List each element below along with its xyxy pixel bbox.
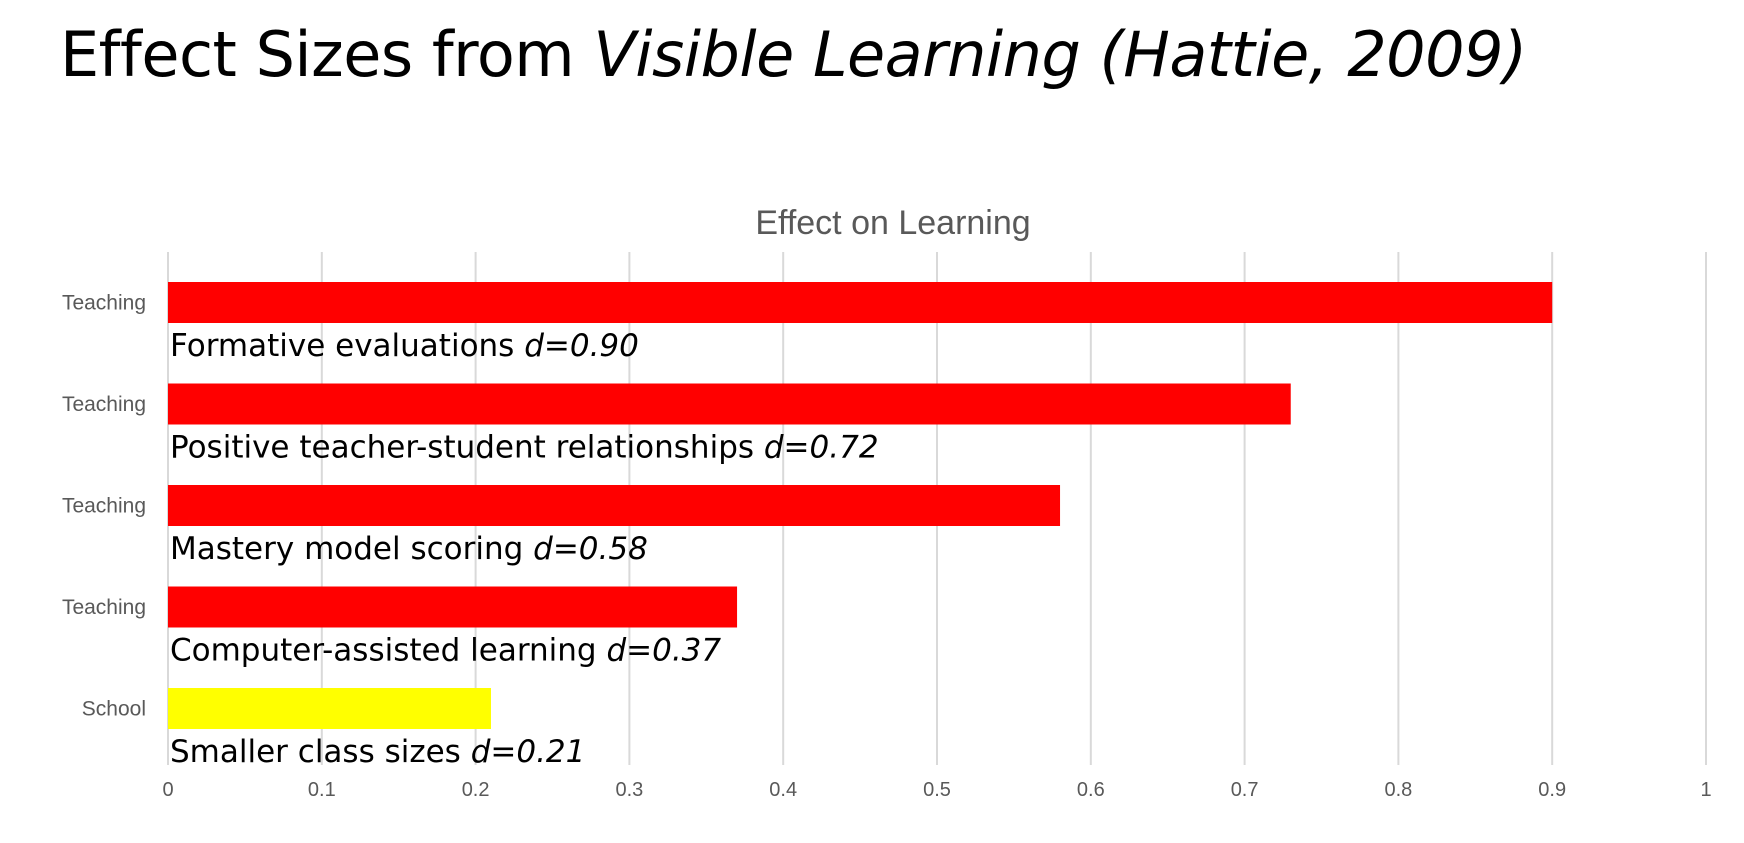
x-tick-label: 0.9: [1538, 779, 1566, 801]
annotation-label: Computer-assisted learning: [170, 633, 606, 669]
x-tick-label: 1: [1700, 779, 1711, 801]
annotation-label: Positive teacher-student relationships: [170, 430, 764, 466]
bar-annotation: Formative evaluations d=0.90: [170, 328, 639, 364]
annotation-effect-size: d=0.58: [533, 531, 648, 567]
x-tick-label: 0.3: [615, 779, 643, 801]
bar: [168, 383, 1291, 425]
bar-annotations: Formative evaluations d=0.90 Positive tea…: [170, 328, 879, 770]
slide-title-italic: Visible Learning (Hattie, 2009): [593, 18, 1527, 91]
category-label: Teaching: [62, 495, 146, 518]
category-label: Teaching: [62, 596, 146, 619]
annotation-label: Formative evaluations: [170, 328, 524, 364]
x-tick-label: 0.8: [1384, 779, 1412, 801]
bar-annotation: Computer-assisted learning d=0.37: [170, 633, 721, 669]
slide-title: Effect Sizes from Visible Learning (Hatt…: [60, 18, 1527, 91]
bar-annotation: Mastery model scoring d=0.58: [170, 531, 648, 567]
bar-annotation: Smaller class sizes d=0.21: [170, 734, 585, 770]
category-label: Teaching: [62, 292, 146, 315]
x-axis-tick-labels: 0 0.1 0.2 0.3 0.4 0.5 0.6 0.7 0.8 0.9 1: [162, 779, 1711, 801]
category-labels: Teaching Teaching Teaching Teaching School: [62, 292, 146, 721]
x-tick-label: 0.7: [1231, 779, 1259, 801]
category-label: School: [82, 698, 146, 721]
chart-title: Effect on Learning: [755, 204, 1030, 242]
x-tick-label: 0.1: [308, 779, 336, 801]
annotation-effect-size: d=0.90: [524, 328, 639, 364]
slide-title-prefix: Effect Sizes from: [60, 18, 594, 91]
bars: [168, 282, 1553, 729]
bar-annotation: Positive teacher-student relationships d…: [170, 430, 879, 466]
x-tick-label: 0.6: [1077, 779, 1105, 801]
annotation-effect-size: d=0.37: [606, 633, 721, 669]
bar: [168, 586, 738, 628]
bar: [168, 688, 491, 729]
annotation-effect-size: d=0.21: [471, 734, 586, 770]
annotation-effect-size: d=0.72: [764, 430, 879, 466]
category-label: Teaching: [62, 393, 146, 416]
x-tick-label: 0.2: [462, 779, 490, 801]
annotation-label: Smaller class sizes: [170, 734, 471, 770]
x-tick-label: 0.4: [769, 779, 797, 801]
bar: [168, 282, 1553, 323]
gridlines: [167, 252, 1707, 765]
x-tick-label: 0.5: [923, 779, 951, 801]
bar: [168, 485, 1061, 526]
x-tick-label: 0: [162, 779, 173, 801]
annotation-label: Mastery model scoring: [170, 531, 533, 567]
